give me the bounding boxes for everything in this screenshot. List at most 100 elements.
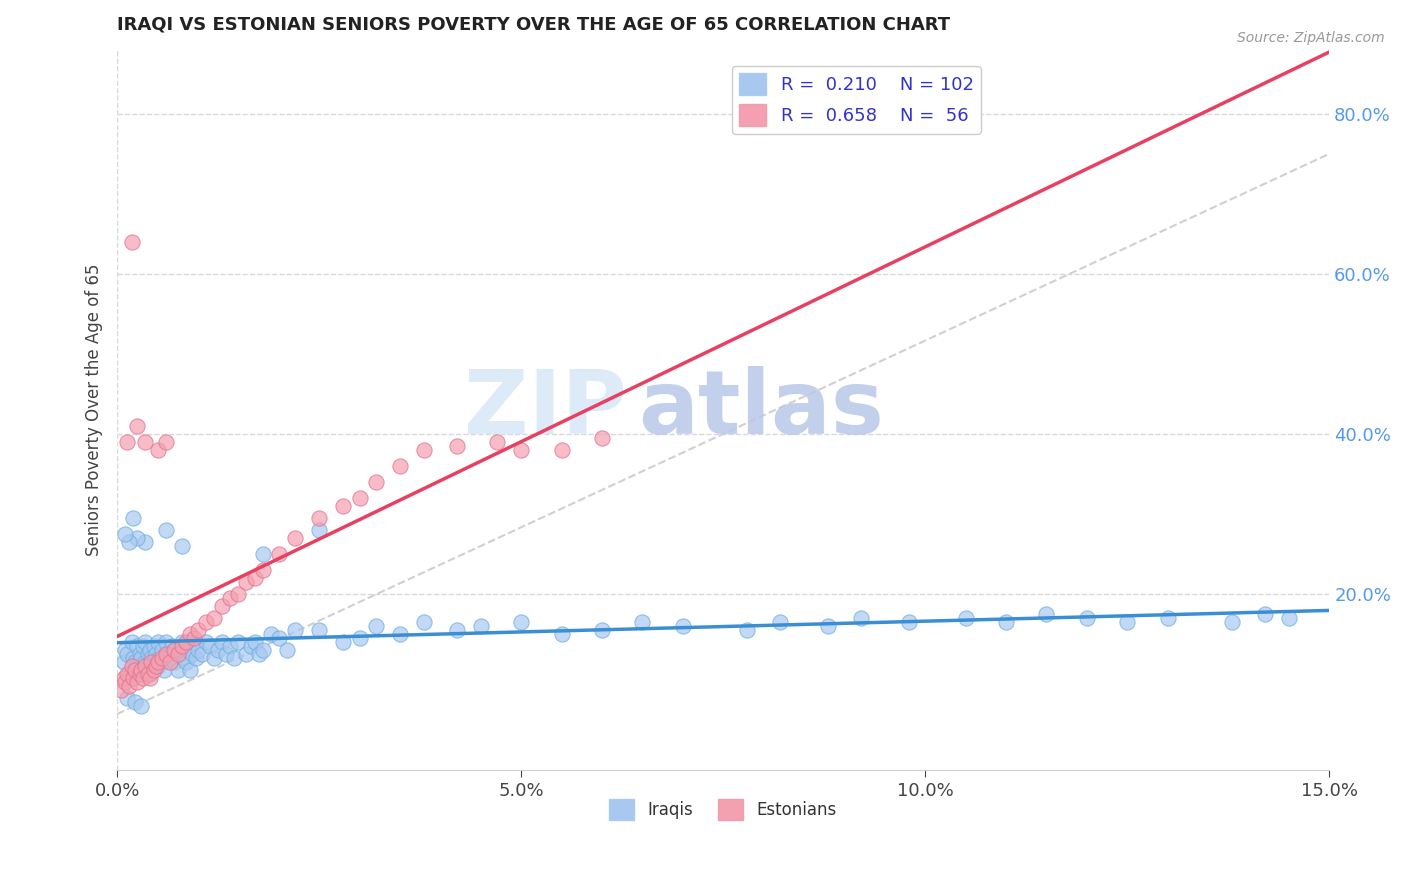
Point xyxy=(413,442,436,457)
Point xyxy=(124,655,146,669)
Point xyxy=(118,667,141,681)
Text: ZIP: ZIP xyxy=(464,367,626,453)
Point xyxy=(121,659,143,673)
Point xyxy=(155,635,177,649)
Point xyxy=(485,434,508,449)
Point xyxy=(155,647,177,661)
Point xyxy=(591,623,613,637)
Point xyxy=(110,683,132,698)
Point xyxy=(211,635,233,649)
Point xyxy=(470,619,492,633)
Point xyxy=(138,643,160,657)
Point xyxy=(284,531,307,545)
Point xyxy=(195,615,218,629)
Point xyxy=(228,587,250,601)
Point xyxy=(131,663,153,677)
Point xyxy=(179,663,201,677)
Point xyxy=(163,643,186,657)
Point xyxy=(115,434,138,449)
Point xyxy=(138,671,160,685)
Point xyxy=(146,659,169,673)
Point xyxy=(127,675,149,690)
Point xyxy=(276,643,298,657)
Point xyxy=(148,651,170,665)
Point xyxy=(349,631,371,645)
Point xyxy=(183,635,205,649)
Point xyxy=(155,647,177,661)
Point xyxy=(1035,607,1057,621)
Point xyxy=(170,539,193,553)
Point xyxy=(955,611,977,625)
Point xyxy=(239,639,262,653)
Point xyxy=(267,631,290,645)
Point xyxy=(122,671,145,685)
Point xyxy=(211,599,233,613)
Point xyxy=(127,531,149,545)
Point xyxy=(153,663,176,677)
Point xyxy=(115,647,138,661)
Y-axis label: Seniors Poverty Over the Age of 65: Seniors Poverty Over the Age of 65 xyxy=(86,264,103,557)
Point xyxy=(159,651,181,665)
Point xyxy=(183,631,205,645)
Point xyxy=(118,535,141,549)
Point xyxy=(1220,615,1243,629)
Point xyxy=(180,647,202,661)
Point xyxy=(252,547,274,561)
Point xyxy=(146,442,169,457)
Point xyxy=(219,639,242,653)
Point xyxy=(177,643,200,657)
Point xyxy=(631,615,654,629)
Point xyxy=(446,439,468,453)
Point xyxy=(136,647,159,661)
Point xyxy=(118,679,141,693)
Point xyxy=(124,663,146,677)
Point xyxy=(142,639,165,653)
Point xyxy=(224,651,246,665)
Point xyxy=(128,667,150,681)
Legend: Iraqis, Estonians: Iraqis, Estonians xyxy=(603,793,844,827)
Point xyxy=(121,235,143,249)
Point xyxy=(849,611,872,625)
Point xyxy=(1116,615,1139,629)
Point xyxy=(817,619,839,633)
Point xyxy=(127,639,149,653)
Point xyxy=(267,547,290,561)
Point xyxy=(247,647,270,661)
Point xyxy=(134,635,156,649)
Point xyxy=(114,675,136,690)
Point xyxy=(995,615,1018,629)
Point xyxy=(252,643,274,657)
Point xyxy=(364,619,387,633)
Point xyxy=(166,663,188,677)
Point xyxy=(215,647,238,661)
Point xyxy=(1156,611,1178,625)
Text: atlas: atlas xyxy=(638,367,884,453)
Point xyxy=(127,659,149,673)
Point xyxy=(128,647,150,661)
Point xyxy=(150,651,173,665)
Point xyxy=(591,431,613,445)
Point xyxy=(198,639,221,653)
Point xyxy=(235,574,257,589)
Point xyxy=(179,627,201,641)
Point xyxy=(134,655,156,669)
Point xyxy=(332,499,354,513)
Point xyxy=(769,615,792,629)
Point xyxy=(1278,611,1301,625)
Point xyxy=(187,643,209,657)
Point xyxy=(174,655,197,669)
Point xyxy=(146,655,169,669)
Point xyxy=(134,434,156,449)
Point xyxy=(388,458,411,473)
Point xyxy=(186,651,208,665)
Point xyxy=(235,647,257,661)
Point xyxy=(127,418,149,433)
Point xyxy=(228,635,250,649)
Point xyxy=(155,523,177,537)
Text: Source: ZipAtlas.com: Source: ZipAtlas.com xyxy=(1237,31,1385,45)
Point xyxy=(132,671,155,685)
Point xyxy=(1253,607,1275,621)
Point xyxy=(332,635,354,649)
Point xyxy=(202,611,225,625)
Point xyxy=(413,615,436,629)
